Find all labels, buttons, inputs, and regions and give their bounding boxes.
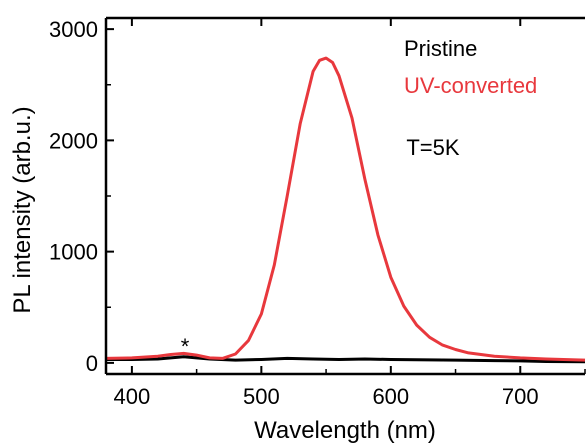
temperature-annotation: T=5K: [406, 135, 460, 160]
y-tick-label: 0: [86, 351, 98, 376]
series-line-uv-converted: [105, 56, 586, 362]
x-tick-label: 700: [502, 384, 539, 409]
legend-entry-uv-converted: UV-converted: [404, 73, 537, 98]
y-tick-label: 1000: [49, 240, 98, 265]
series-layer: [105, 56, 586, 364]
y-tick-label: 2000: [49, 128, 98, 153]
x-axis-title: Wavelength (nm): [254, 417, 436, 444]
y-axis-title: PL intensity (arb.u.): [9, 106, 36, 313]
x-tick-label: 600: [372, 384, 409, 409]
x-tick-label: 400: [114, 384, 151, 409]
y-tick-label: 3000: [49, 17, 98, 42]
axes-layer: 400 500 600 700 0 1000 2000 3000: [49, 16, 586, 409]
x-tick-label: 500: [243, 384, 280, 409]
peak-asterisk-annotation: *: [181, 334, 190, 359]
legend-entry-pristine: Pristine: [404, 36, 477, 61]
series-line-pristine: [106, 355, 586, 364]
